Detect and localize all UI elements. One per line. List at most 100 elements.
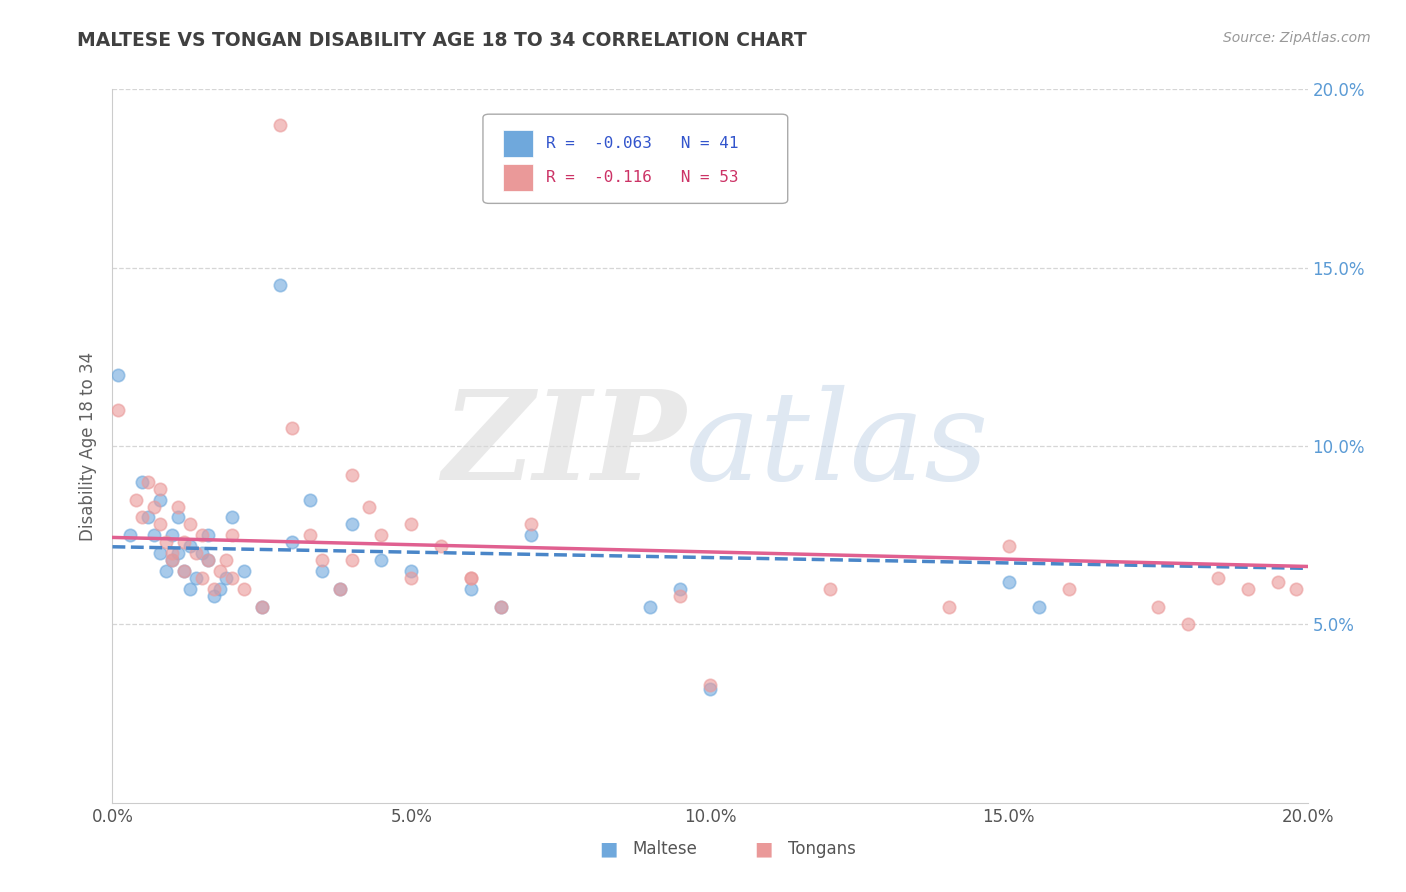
Text: R =  -0.116   N = 53: R = -0.116 N = 53 [547,170,738,186]
Point [131,510,153,524]
Point [269,118,291,132]
Point [281,535,304,549]
Point [669,589,692,603]
Point [191,571,214,585]
Point [250,599,273,614]
Point [1177,617,1199,632]
Point [938,599,960,614]
Text: ■: ■ [599,839,617,859]
Point [401,517,423,532]
Text: ZIP: ZIP [443,385,686,507]
Point [370,553,392,567]
FancyBboxPatch shape [503,130,533,157]
Point [143,528,166,542]
Text: Source: ZipAtlas.com: Source: ZipAtlas.com [1223,31,1371,45]
Point [155,535,177,549]
Point [329,582,352,596]
Point [233,582,256,596]
Point [1147,599,1170,614]
Point [162,528,183,542]
Point [1206,571,1229,585]
Point [191,546,214,560]
Text: R =  -0.063   N = 41: R = -0.063 N = 41 [547,136,738,151]
Point [131,475,153,489]
Text: ■: ■ [755,839,773,859]
Point [155,564,177,578]
Point [179,582,201,596]
Point [221,571,243,585]
Point [191,528,214,542]
Point [818,582,841,596]
Point [149,546,172,560]
Point [269,278,291,293]
Point [359,500,381,514]
Point [233,564,256,578]
Point [489,599,512,614]
Point [669,582,692,596]
Point [143,500,166,514]
Text: Maltese: Maltese [633,840,697,858]
Point [162,553,183,567]
Point [520,517,543,532]
Point [401,571,423,585]
Point [298,492,321,507]
Point [173,535,195,549]
Point [167,510,190,524]
Point [998,574,1021,589]
Point [401,564,423,578]
Point [311,553,333,567]
Point [197,528,219,542]
Point [298,528,321,542]
Point [138,510,160,524]
Point [489,599,512,614]
Point [460,571,482,585]
Point [186,546,208,560]
FancyBboxPatch shape [503,164,533,191]
Point [197,553,219,567]
Point [209,564,232,578]
Point [162,546,183,560]
Point [1285,582,1308,596]
Point [215,571,238,585]
Point [125,492,148,507]
Text: Tongans: Tongans [787,840,856,858]
Point [179,517,201,532]
Point [186,571,208,585]
Point [107,403,129,417]
Point [138,475,160,489]
Point [640,599,662,614]
Point [209,582,232,596]
FancyBboxPatch shape [484,114,787,203]
Point [370,528,392,542]
Point [149,492,172,507]
Text: atlas: atlas [686,385,990,507]
Point [460,571,482,585]
Point [1237,582,1260,596]
Point [1028,599,1050,614]
Point [430,539,453,553]
Point [340,553,363,567]
Point [250,599,273,614]
Point [215,553,238,567]
Point [162,553,183,567]
Point [329,582,352,596]
Point [167,546,190,560]
Point [221,528,243,542]
Point [1267,574,1289,589]
Point [120,528,142,542]
Point [281,421,304,435]
Point [998,539,1021,553]
Point [173,564,195,578]
Point [520,528,543,542]
Text: MALTESE VS TONGAN DISABILITY AGE 18 TO 34 CORRELATION CHART: MALTESE VS TONGAN DISABILITY AGE 18 TO 3… [77,31,807,50]
Point [149,517,172,532]
Point [221,510,243,524]
Y-axis label: Disability Age 18 to 34: Disability Age 18 to 34 [79,351,97,541]
Point [149,482,172,496]
Point [179,539,201,553]
Point [173,564,195,578]
Point [202,589,225,603]
Point [197,553,219,567]
Point [699,678,721,692]
Point [202,582,225,596]
